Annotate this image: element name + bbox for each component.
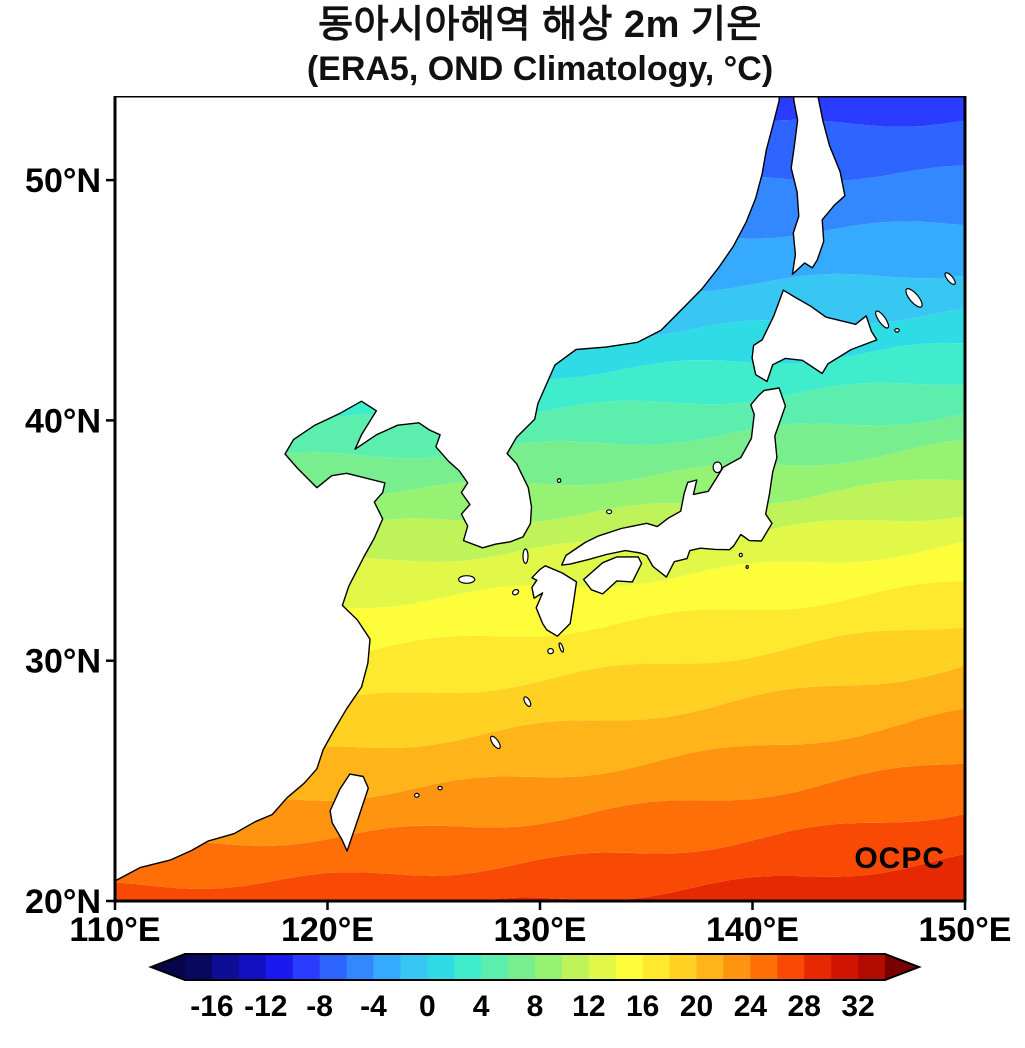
chart-subtitle: (ERA5, OND Climatology, °C) xyxy=(306,50,774,88)
temp-band-20C xyxy=(115,665,965,815)
island-goto xyxy=(511,588,520,596)
island-ishigaki xyxy=(413,792,420,798)
map-border xyxy=(113,96,967,903)
coastline-shikoku xyxy=(582,556,643,595)
colorbar-tick-label-16: 16 xyxy=(626,990,659,1023)
temperature-map-figure: OCPC 20°N 30°N 40°N 50°N 110°E 120°E 130°E 140°E… xyxy=(25,96,1012,1023)
y-axis-labels: 20°N 30°N 40°N 50°N xyxy=(25,162,114,921)
x-tick-label-150: 150°E xyxy=(918,911,1011,949)
colorbar-segment xyxy=(508,954,536,980)
colorbar-tick-label-32: 32 xyxy=(841,990,874,1023)
coastline-mainland-asia xyxy=(115,96,781,882)
coastline-honshu xyxy=(561,387,787,578)
colorbar-tick-label-24: 24 xyxy=(734,990,768,1023)
island-oki xyxy=(606,509,613,515)
colorbar-tick-label-8: 8 xyxy=(527,990,544,1023)
y-tick-label-50: 50°N xyxy=(25,162,101,200)
temp-band-22C xyxy=(115,708,965,847)
colorbar-tick-label--4: -4 xyxy=(360,990,387,1023)
colorbar-tick-label-28: 28 xyxy=(788,990,821,1023)
map-plot: OCPC xyxy=(113,96,967,903)
colorbar-left-arrow xyxy=(151,954,185,980)
colorbar-segment xyxy=(615,954,644,980)
island-yakushima xyxy=(547,647,555,655)
colorbar-segment xyxy=(858,954,886,980)
colorbar-segment xyxy=(723,954,751,980)
colorbar-segment xyxy=(454,954,482,980)
coastline-sakhalin xyxy=(790,96,846,275)
x-tick-label-130: 130°E xyxy=(493,911,586,949)
colorbar-segment xyxy=(535,954,563,980)
colorbar-segment xyxy=(373,954,401,980)
island-tsushima xyxy=(522,548,529,564)
x-tick-label-140: 140°E xyxy=(706,911,799,949)
colorbar-segment xyxy=(427,954,455,980)
colorbar-segment xyxy=(777,954,805,980)
island-iturup xyxy=(905,288,923,308)
temp-band-28C xyxy=(480,853,965,901)
x-tick-label-120: 120°E xyxy=(281,911,374,949)
x-tick-label-110: 110°E xyxy=(69,911,160,949)
colorbar-right-arrow xyxy=(885,954,919,980)
coastline-kyushu xyxy=(531,565,578,637)
y-tick-label-40: 40°N xyxy=(25,402,101,440)
temp-band-26C xyxy=(115,813,965,901)
y-tick-label-30: 30°N xyxy=(25,643,101,681)
island-shikotan xyxy=(894,328,900,333)
chart-title-block: 동아시아해역 해상 2m 기온 (ERA5, OND Climatology, … xyxy=(115,2,965,90)
island-tanegashima xyxy=(558,642,565,653)
colorbar-segment xyxy=(265,954,294,980)
island-ulleungdo xyxy=(556,478,562,484)
island-izu-oshima xyxy=(738,552,743,558)
colorbar-segment xyxy=(292,954,321,980)
colorbar-segment xyxy=(400,954,428,980)
island-amami xyxy=(523,696,532,707)
colorbar-segment xyxy=(319,954,348,980)
colorbar-segment xyxy=(238,954,267,980)
island-miyako xyxy=(437,785,443,791)
colorbar-tick-label-4: 4 xyxy=(473,990,490,1023)
island-urup xyxy=(944,272,956,286)
colorbar-tick-label--16: -16 xyxy=(190,990,233,1023)
island-kunashir xyxy=(875,310,890,329)
colorbar-segment xyxy=(588,954,617,980)
colorbar-segment xyxy=(696,954,725,980)
colorbar-segment xyxy=(211,954,240,980)
colorbar-tick-label-0: 0 xyxy=(419,990,436,1023)
island-izu-south xyxy=(745,565,749,570)
watermark-ocpc: OCPC xyxy=(854,842,945,875)
colorbar-tick-label-20: 20 xyxy=(680,990,713,1023)
colorbar-segment xyxy=(642,954,671,980)
island-jeju xyxy=(458,575,476,584)
colorbar-segment xyxy=(481,954,509,980)
x-axis-labels: 110°E 120°E 130°E 140°E 150°E xyxy=(69,902,1012,949)
coastline-taiwan xyxy=(329,773,369,852)
colorbar-segment xyxy=(669,954,698,980)
colorbar: -16 -12 -8 -4 0 4 8 12 16 20 24 28 32 xyxy=(148,953,922,1023)
colorbar-segment xyxy=(831,954,859,980)
colorbar-outline xyxy=(148,953,922,981)
colorbar-segment xyxy=(346,954,375,980)
colorbar-segment xyxy=(804,954,832,980)
coastline-hokkaido xyxy=(751,289,878,383)
colorbar-segment xyxy=(185,954,213,980)
island-okinawa xyxy=(489,735,501,750)
chart-title: 동아시아해역 해상 2m 기온 xyxy=(318,4,762,46)
temperature-field xyxy=(115,96,965,901)
temp-band-24C xyxy=(115,763,965,890)
island-sado xyxy=(712,461,723,474)
colorbar-tick-label--8: -8 xyxy=(306,990,333,1023)
colorbar-tick-label--12: -12 xyxy=(244,990,287,1023)
colorbar-tick-label-12: 12 xyxy=(572,990,605,1023)
colorbar-segment xyxy=(750,954,778,980)
y-tick-label-20: 20°N xyxy=(25,883,101,921)
colorbar-segment xyxy=(561,954,590,980)
